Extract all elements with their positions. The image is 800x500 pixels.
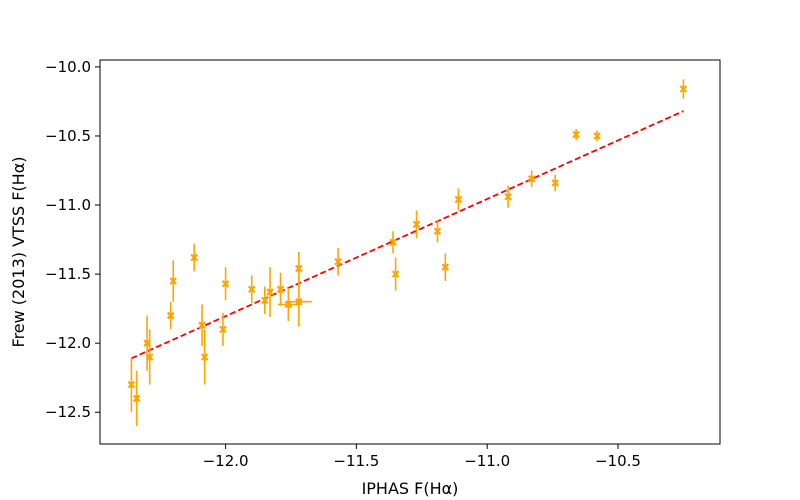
x-tick-label: −12.0: [203, 452, 249, 470]
x-marker: [247, 285, 256, 294]
data-point: [454, 188, 463, 211]
fit-line: [131, 110, 684, 360]
y-axis-label: Frew (2013) VTSS F(Hα): [9, 157, 28, 348]
data-point: [198, 304, 206, 346]
data-point: [551, 174, 559, 192]
data-point: [219, 312, 227, 346]
data-point: [190, 243, 198, 272]
x-marker: [169, 277, 178, 285]
data-point: [145, 329, 154, 385]
x-tick-label: −11.5: [333, 452, 379, 470]
x-marker: [527, 175, 536, 183]
x-marker: [166, 311, 175, 320]
x-marker: [433, 227, 442, 236]
x-marker: [295, 297, 303, 306]
data-point: [266, 267, 274, 317]
data-point: [276, 272, 285, 306]
x-axis-ticks: −12.0 −11.5 −11.0 −10.5: [203, 444, 641, 470]
x-marker: [190, 253, 198, 262]
data-point: [166, 301, 175, 330]
x-marker: [145, 353, 154, 361]
data-point: [277, 287, 299, 322]
data-point: [433, 220, 442, 243]
y-tick-label: −11.0: [45, 196, 91, 214]
data-point: [412, 210, 421, 239]
data-point: [247, 275, 256, 304]
x-axis-label: IPHAS F(Hα): [362, 479, 459, 498]
x-marker: [127, 380, 136, 389]
y-tick-label: −10.0: [45, 58, 91, 76]
data-point: [593, 130, 601, 142]
data-point: [200, 329, 209, 385]
x-marker: [132, 394, 141, 403]
x-tick-label: −11.0: [464, 452, 510, 470]
data-point: [389, 231, 397, 254]
x-marker: [295, 264, 303, 273]
data-point: [334, 247, 342, 276]
y-tick-label: −11.5: [45, 265, 91, 283]
x-marker: [572, 130, 580, 139]
data-point: [221, 267, 230, 301]
y-tick-label: −10.5: [45, 127, 91, 145]
data-point: [504, 185, 512, 208]
data-points-layer: [127, 79, 688, 427]
x-marker: [389, 238, 397, 247]
data-point: [132, 370, 141, 427]
x-marker: [276, 285, 285, 294]
data-point: [441, 253, 450, 282]
data-point: [527, 170, 536, 188]
x-marker: [679, 85, 688, 93]
x-marker: [551, 179, 559, 187]
data-point: [572, 129, 580, 141]
x-marker: [504, 192, 512, 201]
plot-area-frame: [99, 59, 721, 445]
data-point: [285, 276, 312, 327]
x-marker: [454, 195, 463, 204]
x-marker: [391, 270, 400, 278]
fit-layer: [131, 110, 684, 360]
x-tick-label: −10.5: [595, 452, 641, 470]
y-axis-ticks: −10.0 −10.5 −11.0 −11.5 −12.0 −12.5: [45, 58, 100, 421]
x-marker: [261, 296, 269, 305]
y-tick-label: −12.0: [45, 334, 91, 352]
data-point: [169, 260, 178, 302]
x-marker: [266, 288, 274, 296]
data-point: [127, 356, 136, 413]
y-tick-label: −12.5: [45, 403, 91, 421]
data-point: [679, 79, 688, 99]
x-marker: [412, 220, 421, 229]
x-marker: [441, 263, 450, 271]
x-marker: [198, 321, 206, 329]
x-marker: [221, 279, 230, 288]
data-point: [261, 286, 269, 315]
x-marker: [334, 257, 342, 266]
x-marker: [219, 325, 227, 334]
x-marker: [593, 132, 601, 140]
data-point: [391, 257, 400, 291]
x-marker: [200, 353, 209, 361]
